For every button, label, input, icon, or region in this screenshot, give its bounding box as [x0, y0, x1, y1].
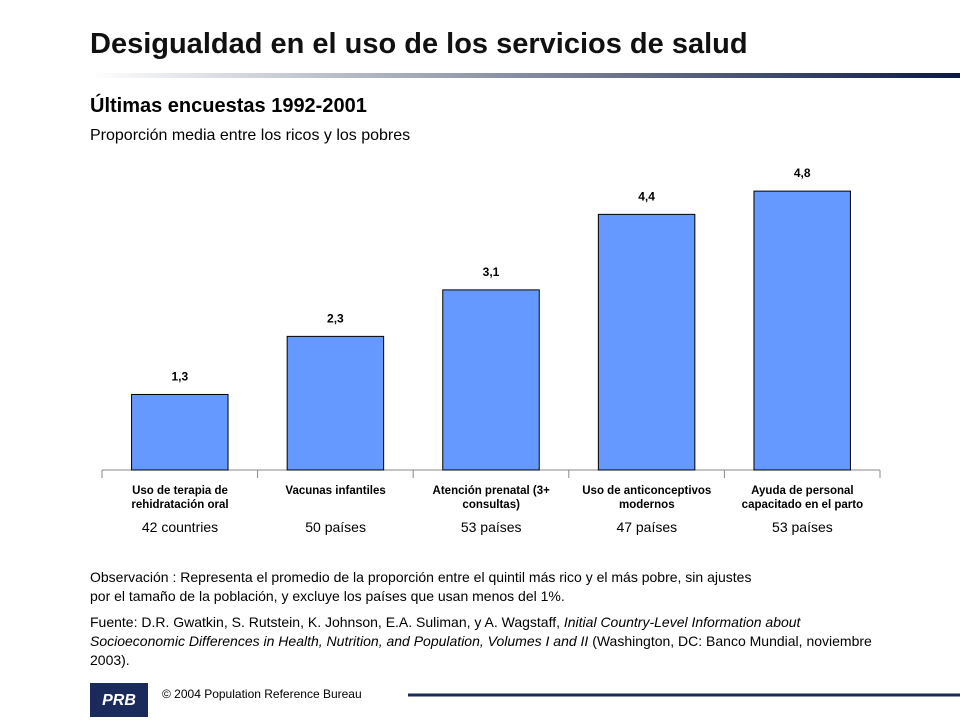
logo-text: PRB: [102, 692, 136, 709]
sample-label: 53 países: [460, 519, 522, 535]
bar: [753, 190, 851, 471]
x-tick-label: Ayuda de personal capacitado en el parto: [741, 485, 864, 511]
value-label: 4,4: [638, 189, 655, 203]
title-rule: [90, 73, 960, 78]
value-label: 3,1: [483, 265, 500, 279]
footer: © 2004 Population Reference Bureau: [162, 687, 362, 701]
bar: [131, 393, 229, 471]
subtitle: Últimas encuestas 1992-2001: [90, 95, 367, 117]
bar: [442, 289, 540, 471]
sample-label: 50 países: [305, 519, 366, 535]
value-label: 2,3: [327, 311, 344, 325]
sample-label: 53 países: [772, 519, 833, 535]
sample-label: 47 países: [616, 519, 678, 535]
bar: [597, 213, 696, 471]
bar: [286, 335, 385, 471]
source-title: Initial Country-Level Information about …: [90, 614, 801, 649]
chart-title: Desigualdad en el uso de los servicios d…: [90, 28, 748, 60]
value-label: 4,8: [794, 166, 811, 180]
subtitle2: Proporción media entre los ricos y los p…: [90, 127, 411, 144]
value-label: 1,3: [171, 369, 188, 383]
x-tick-label: Uso de terapia de rehidratación oral: [131, 485, 229, 511]
x-tick-label: Uso de anticonceptivos modernos: [582, 485, 712, 511]
source-text: Fuente: D.R. Gwatkin, S. Rutstein, K. Jo…: [90, 614, 564, 630]
source: Fuente: D.R. Gwatkin, S. Rutstein, K. Jo…: [90, 613, 890, 670]
x-tick-label: Atención prenatal (3+ consultas): [432, 485, 550, 511]
logo: [90, 683, 148, 717]
note: Observación : Representa el promedio de …: [90, 569, 752, 604]
sample-label: 42 countries: [141, 519, 219, 535]
x-tick-label: Vacunas infantiles: [285, 485, 386, 497]
source-text: (Washington, DC: Banco Mundial, noviembr…: [90, 633, 872, 668]
